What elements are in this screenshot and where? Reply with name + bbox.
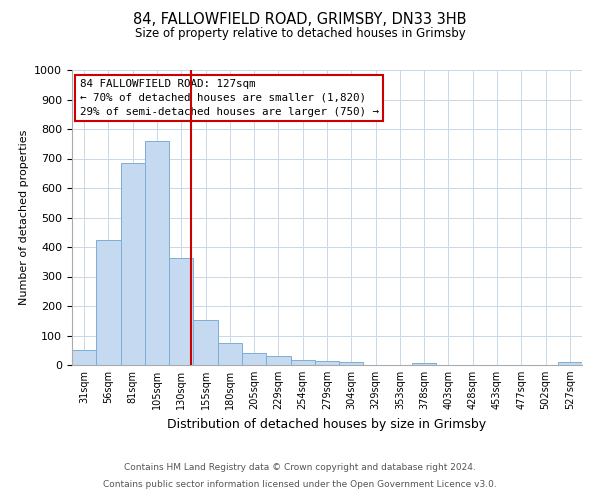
Bar — [96, 240, 121, 365]
Bar — [121, 163, 145, 365]
X-axis label: Distribution of detached houses by size in Grimsby: Distribution of detached houses by size … — [167, 418, 487, 430]
Text: Contains HM Land Registry data © Crown copyright and database right 2024.: Contains HM Land Registry data © Crown c… — [124, 464, 476, 472]
Y-axis label: Number of detached properties: Number of detached properties — [19, 130, 29, 305]
Text: 84, FALLOWFIELD ROAD, GRIMSBY, DN33 3HB: 84, FALLOWFIELD ROAD, GRIMSBY, DN33 3HB — [133, 12, 467, 28]
Text: 84 FALLOWFIELD ROAD: 127sqm
← 70% of detached houses are smaller (1,820)
29% of : 84 FALLOWFIELD ROAD: 127sqm ← 70% of det… — [80, 79, 379, 117]
Bar — [145, 142, 169, 365]
Bar — [218, 343, 242, 365]
Bar — [315, 362, 339, 365]
Bar — [290, 360, 315, 365]
Bar — [412, 362, 436, 365]
Bar — [242, 353, 266, 365]
Text: Contains public sector information licensed under the Open Government Licence v3: Contains public sector information licen… — [103, 480, 497, 489]
Bar — [193, 320, 218, 365]
Bar — [72, 350, 96, 365]
Bar — [339, 362, 364, 365]
Bar — [266, 356, 290, 365]
Text: Size of property relative to detached houses in Grimsby: Size of property relative to detached ho… — [134, 28, 466, 40]
Bar — [169, 258, 193, 365]
Bar — [558, 362, 582, 365]
